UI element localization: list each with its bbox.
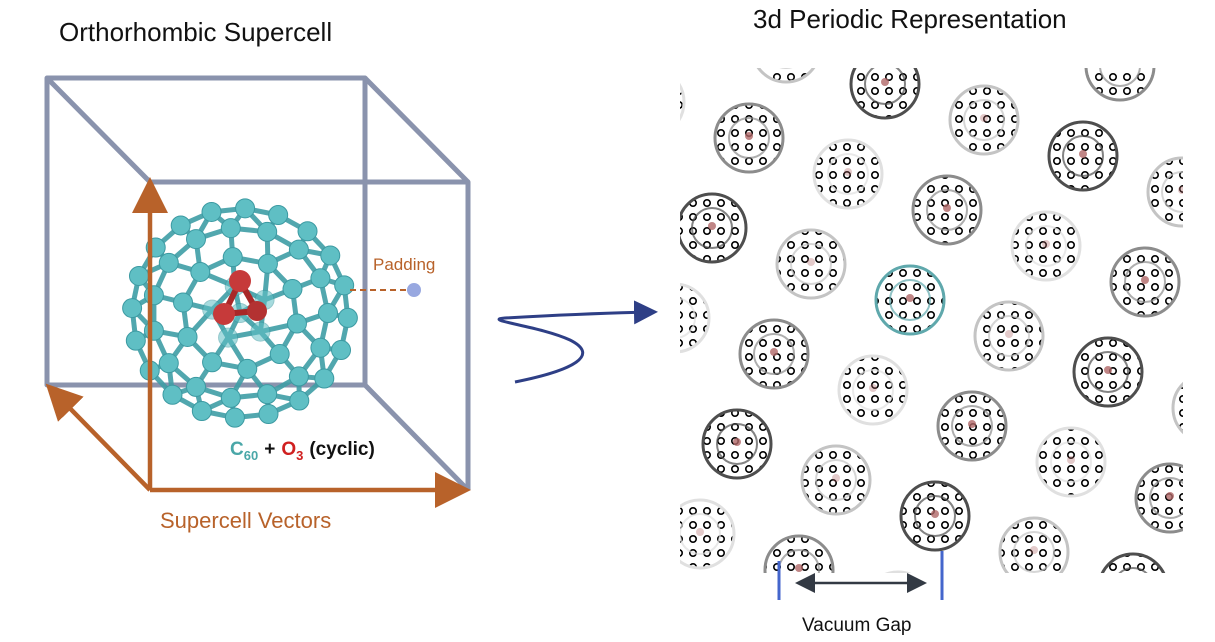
- molecule-formula: C60 + O3 (cyclic): [230, 439, 375, 463]
- transform-arrow: [497, 300, 658, 384]
- supercell-box: [44, 75, 471, 492]
- vacuum-gap-label: Vacuum Gap: [802, 615, 911, 636]
- ozone-ring: [213, 270, 267, 325]
- supercell-title: Orthorhombic Supercell: [59, 17, 333, 47]
- padding-label: Padding: [373, 255, 435, 274]
- vectors-label: Supercell Vectors: [160, 508, 331, 533]
- c60-molecule: [122, 198, 358, 428]
- padding-point: [407, 283, 421, 297]
- vector-c: [45, 383, 152, 492]
- periodic-lattice: [680, 68, 1183, 573]
- periodic-title: 3d Periodic Representation: [753, 4, 1067, 34]
- supercell-vectors: [45, 177, 471, 508]
